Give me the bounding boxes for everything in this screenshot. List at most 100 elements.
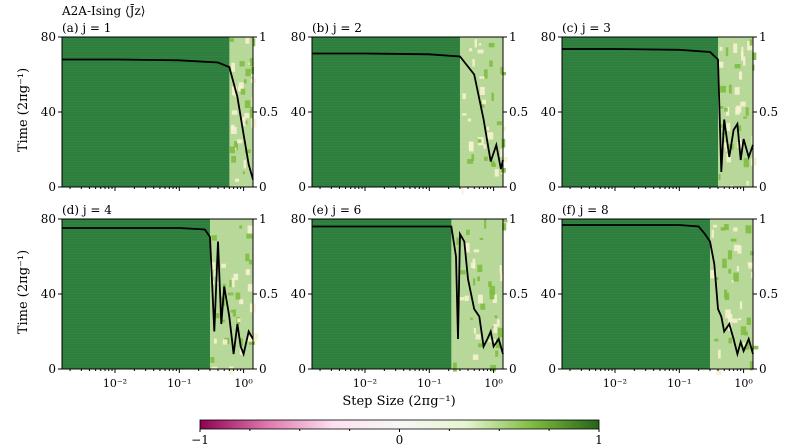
panel-e: (e) j = 6 0 40 80 0 0.5 1 10⁻² 10⁻¹ 10⁰	[291, 203, 528, 390]
heatmap-cell	[472, 354, 479, 360]
heatmap-cell	[456, 237, 461, 245]
x-tick-label: 10⁰	[234, 377, 253, 390]
heatmap-cell	[475, 334, 481, 340]
heatmap-cell	[727, 250, 733, 260]
heatmap-cell	[210, 357, 215, 363]
y2-tick-label: 0	[509, 362, 517, 376]
heatmap-cell	[487, 132, 494, 140]
heatmap-cell	[733, 43, 738, 53]
heatmap-cell	[724, 107, 728, 112]
heatmap-cell	[230, 126, 237, 134]
heatmap-cell	[478, 42, 482, 46]
heatmap-cell	[718, 174, 721, 181]
heatmap-cell	[491, 163, 496, 168]
y2-tick-label: 0.5	[259, 105, 278, 119]
heatmap-cell	[252, 38, 256, 47]
heatmap-cell	[247, 335, 252, 342]
heatmap-cell	[752, 345, 759, 350]
panel-label: (c) j = 3	[562, 21, 611, 35]
heatmap-cell	[460, 270, 466, 275]
heatmap-cell	[245, 253, 250, 262]
heatmap-cell	[747, 262, 753, 266]
y2-tick-label: 1	[259, 30, 267, 44]
heatmap-cell	[474, 39, 477, 48]
heatmap-cell	[497, 327, 503, 338]
heatmap-cell	[232, 309, 236, 317]
heatmap-cell	[740, 326, 747, 336]
heatmap-cell	[231, 155, 237, 163]
y2-tick-label: 0	[759, 362, 767, 376]
heatmap-cell	[733, 272, 739, 282]
y2-tick-label: 0.5	[509, 287, 528, 301]
heatmap-cell	[481, 101, 485, 108]
heatmap-cell	[489, 60, 493, 67]
heatmap-cell	[220, 319, 225, 323]
heatmap-cell	[725, 47, 729, 57]
heatmap-cell	[233, 273, 239, 281]
heatmap-cell	[235, 292, 241, 300]
heatmap-cell	[730, 238, 737, 242]
heatmap-cell	[251, 334, 257, 342]
heatmap-cell	[495, 350, 499, 357]
heatmap-cell	[479, 76, 485, 79]
heatmap-cell	[480, 303, 486, 310]
heatmap-cell	[237, 139, 243, 144]
heatmap-cell	[452, 362, 457, 372]
heatmap-cell	[745, 225, 752, 234]
heatmap-cell	[211, 366, 218, 371]
heatmap-cell	[231, 277, 235, 288]
heatmap-cell	[245, 269, 251, 276]
heatmap-cell	[213, 338, 217, 344]
heatmap-cell	[231, 124, 235, 129]
heatmap-cell	[494, 315, 498, 319]
heatmap-cell	[211, 235, 217, 241]
heatmap-cell	[488, 281, 492, 287]
heatmap-cell	[488, 339, 492, 343]
y2-tick-label: 1	[759, 212, 767, 226]
heatmap-cell	[473, 278, 476, 286]
panel-label: (e) j = 6	[312, 203, 361, 217]
heatmap-cell	[739, 138, 742, 144]
x-tick-label: 10⁻¹	[417, 377, 441, 390]
panel-label: (f) j = 8	[562, 203, 609, 217]
heatmap-cell	[500, 148, 503, 158]
heatmap-cell	[477, 294, 483, 304]
x-tick-label: 10⁻¹	[667, 377, 691, 390]
x-axis-label: Step Size (2πg⁻¹)	[342, 394, 455, 409]
heatmap-cell	[244, 120, 248, 125]
heatmap-cell	[736, 265, 739, 272]
y-tick-label: 0	[298, 180, 306, 194]
heatmap-cell	[743, 158, 749, 168]
heatmap-cell	[477, 264, 483, 273]
y2-tick-label: 0.5	[759, 105, 778, 119]
heatmap-cell	[221, 263, 226, 268]
heatmap-cell	[477, 49, 484, 54]
heatmap-cell	[229, 38, 235, 42]
overlay-line	[312, 225, 504, 355]
panel-a: (a) j = 1 0 40 80 0 0.5 1	[41, 21, 278, 194]
heatmap-cell	[250, 106, 253, 112]
heatmap-cell	[733, 227, 738, 232]
heatmap-cell	[749, 39, 753, 46]
heatmap-cell	[483, 69, 488, 79]
heatmap-cell	[721, 142, 727, 148]
heatmap-cell	[466, 229, 470, 236]
panel-label: (d) j = 4	[62, 203, 112, 217]
heatmap-cell	[488, 42, 495, 48]
heatmap-cell	[234, 141, 238, 151]
heatmap-cell	[462, 113, 467, 116]
heatmap-cell	[463, 242, 470, 253]
heatmap-cell	[715, 277, 719, 281]
panel-f: (f) j = 8 0 40 80 0 0.5 1 10⁻² 10⁻¹ 10⁰	[541, 203, 778, 390]
heatmap-cell	[229, 366, 234, 375]
heatmap-cell	[231, 62, 236, 72]
y-tick-label: 0	[48, 362, 56, 376]
heatmap-cell	[243, 79, 247, 84]
x-tick-label: 10⁰	[734, 377, 753, 390]
heatmap-cell	[751, 157, 757, 166]
heatmap-cell	[473, 249, 480, 253]
heatmap-cell	[247, 284, 253, 292]
y-tick-label: 80	[541, 30, 556, 44]
panel-label: (b) j = 2	[312, 21, 362, 35]
y-tick-label: 80	[41, 212, 56, 226]
